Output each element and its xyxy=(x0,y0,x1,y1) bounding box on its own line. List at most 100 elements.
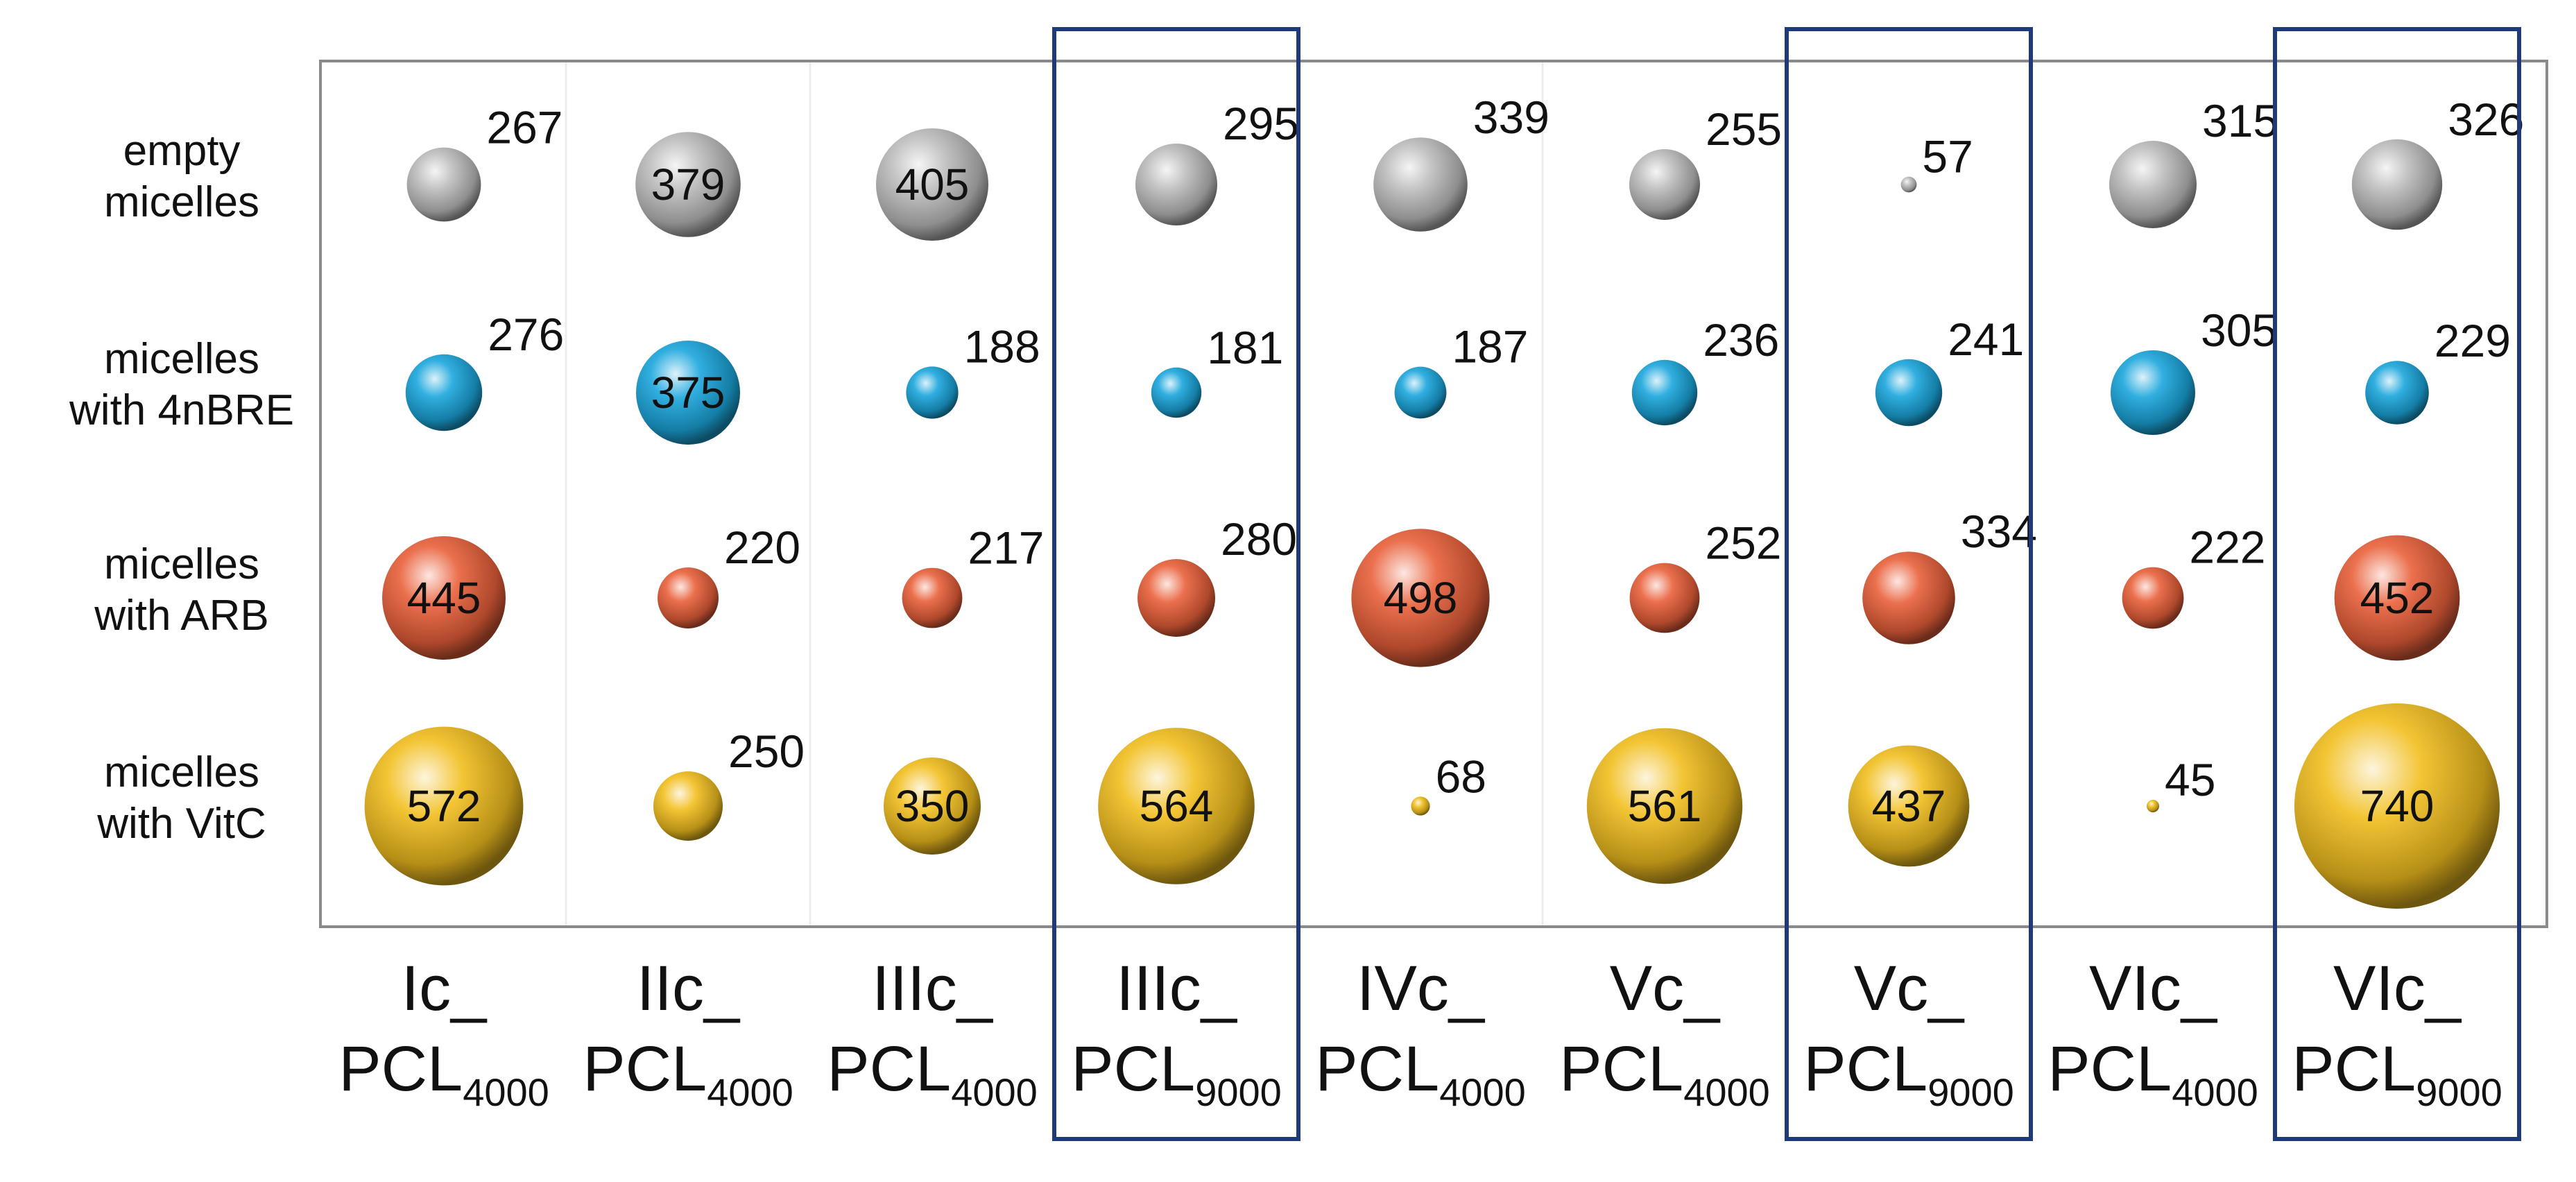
bubble xyxy=(653,771,723,841)
bubble xyxy=(2109,141,2197,228)
bubble-value-label: 452 xyxy=(2360,573,2435,623)
highlight-box xyxy=(1785,27,2033,1141)
bubble-value-label: 57 xyxy=(1922,131,1973,182)
bubble xyxy=(2122,567,2184,629)
bubble-value-label: 305 xyxy=(2201,305,2277,356)
bubble xyxy=(876,128,988,241)
column-label-polymer: PCL4000 xyxy=(583,1034,793,1114)
bubble-value-label: 222 xyxy=(2189,522,2265,573)
bubble-value-label: 437 xyxy=(1872,781,1946,831)
bubble-value-label: 445 xyxy=(407,573,481,623)
column-label-polymer: PCL4000 xyxy=(1559,1034,1770,1114)
plot-frame xyxy=(319,60,2548,928)
bubble-value-label: 350 xyxy=(895,781,970,831)
bubble xyxy=(636,341,740,445)
highlight-boxes xyxy=(1052,27,2521,1141)
bubble-value-label: 236 xyxy=(1703,314,1779,366)
column-label-main: Vc_ xyxy=(1610,953,1721,1024)
bubble xyxy=(1629,563,1700,633)
bubble-value-label: 255 xyxy=(1706,103,1782,155)
bubble-value-label: 326 xyxy=(2448,94,2524,145)
highlight-box xyxy=(2273,27,2521,1141)
plot-border xyxy=(319,60,2548,928)
bubble-value-label: 561 xyxy=(1628,781,1702,831)
bubble-value-label: 334 xyxy=(1961,506,2037,557)
bubble-value-label: 229 xyxy=(2435,315,2511,366)
column-labels: Ic_ PCL4000 IIc_ PCL4000 IIIc_ PCL4000 IIIc_ PC… xyxy=(338,953,2502,1114)
bubble xyxy=(1098,728,1255,884)
bubble xyxy=(1586,728,1743,884)
bubble-value-label: 250 xyxy=(728,726,805,777)
column-label-main: VIc_ xyxy=(2333,953,2462,1024)
column-label-polymer: PCL4000 xyxy=(338,1034,549,1114)
bubble-value-label: 188 xyxy=(964,320,1040,372)
bubble xyxy=(1411,796,1430,816)
bubble-value-label: 280 xyxy=(1221,513,1297,565)
bubble-value-label: 267 xyxy=(486,102,563,153)
bubble-value-label: 315 xyxy=(2202,95,2278,146)
column-label-polymer: PCL9000 xyxy=(1803,1034,2014,1114)
bubble-layer: 267 379 405 295 339 255 57 315 326 276 375 188 181 18… xyxy=(364,92,2524,909)
bubble xyxy=(1900,176,1917,193)
column-label-main: VIc_ xyxy=(2089,953,2218,1024)
column-label-polymer: PCL4000 xyxy=(1315,1034,1526,1114)
bubble xyxy=(1373,137,1468,232)
bubble xyxy=(405,354,483,431)
bubble-value-label: 220 xyxy=(724,522,800,573)
bubble-value-label: 241 xyxy=(1948,314,2024,365)
bubble-value-label: 740 xyxy=(2360,781,2435,831)
column-label-polymer: PCL9000 xyxy=(2292,1034,2502,1114)
column-label-main: Vc_ xyxy=(1854,953,1965,1024)
highlight-box xyxy=(1052,27,1300,1141)
bubble-value-label: 405 xyxy=(895,160,970,209)
bubble xyxy=(902,567,963,628)
bubble xyxy=(364,726,524,886)
bubble xyxy=(406,147,481,222)
bubble xyxy=(1135,144,1217,225)
bubble-value-label: 498 xyxy=(1384,573,1458,623)
bubble-value-label: 252 xyxy=(1705,517,1781,569)
bubble-value-label: 68 xyxy=(1436,751,1486,802)
column-label-main: Ic_ xyxy=(402,953,488,1024)
bubble-value-label: 379 xyxy=(651,160,725,209)
row-label: micelles with ARB xyxy=(94,540,269,640)
row-label: micelles with 4nBRE xyxy=(69,335,294,434)
bubble xyxy=(1151,367,1202,418)
bubble xyxy=(906,366,959,419)
bubble-value-label: 572 xyxy=(407,781,481,831)
bubble-value-label: 276 xyxy=(488,309,564,360)
bubble xyxy=(2351,139,2443,230)
bubble xyxy=(2111,350,2195,435)
bubble xyxy=(884,757,981,855)
column-label-main: IIc_ xyxy=(637,953,741,1024)
row-label: micelles with VitC xyxy=(96,748,266,848)
column-label-polymer: PCL4000 xyxy=(827,1034,1038,1114)
bubble xyxy=(2147,800,2159,812)
bubble-value-label: 45 xyxy=(2165,754,2215,805)
bubble-value-label: 187 xyxy=(1452,321,1528,372)
column-label-main: IIIc_ xyxy=(1116,953,1238,1024)
bubble xyxy=(1351,529,1490,667)
bubble xyxy=(635,132,741,237)
bubble-value-label: 375 xyxy=(651,368,725,418)
bubble xyxy=(658,567,719,628)
bubble xyxy=(1848,745,1970,867)
row-labels: empty micelles micelles with 4nBRE micelles w… xyxy=(69,127,294,848)
bubble xyxy=(382,536,506,660)
bubble-value-label: 339 xyxy=(1473,92,1549,143)
bubble xyxy=(2294,703,2500,909)
bubble-value-label: 181 xyxy=(1207,322,1283,373)
bubble-value-label: 564 xyxy=(1140,781,1214,831)
bubble xyxy=(1862,551,1955,644)
column-label-main: IVc_ xyxy=(1357,953,1486,1024)
bubble xyxy=(1631,359,1698,426)
row-label: empty micelles xyxy=(104,127,259,226)
bubble xyxy=(1875,359,1943,427)
bubble xyxy=(1629,149,1700,220)
column-label-polymer: PCL4000 xyxy=(2047,1034,2258,1114)
bubble xyxy=(2365,361,2429,425)
bubble-value-label: 295 xyxy=(1223,98,1299,149)
column-label-polymer: PCL9000 xyxy=(1071,1034,1282,1114)
bubble xyxy=(1394,366,1447,419)
